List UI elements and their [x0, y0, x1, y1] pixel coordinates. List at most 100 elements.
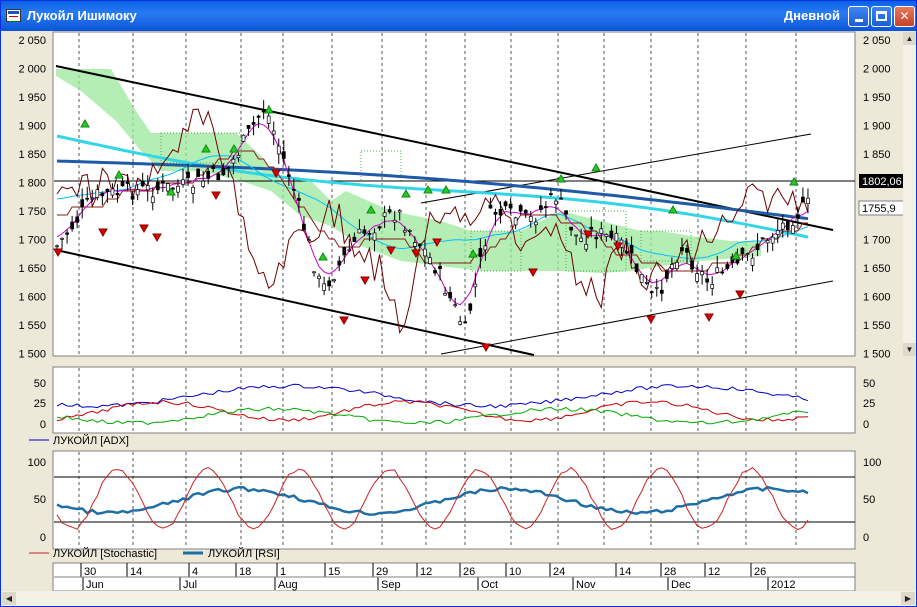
chart-area[interactable]: 2 050 2 000 1 950 1 900 1 850 1 800 1 750 1 700… — [1, 31, 916, 591]
candle-body — [423, 248, 427, 257]
scroll-left-icon[interactable]: ◀ — [2, 592, 16, 605]
day-label: 14 — [619, 566, 631, 578]
sell-arrow — [360, 276, 370, 286]
month-label: Jun — [86, 579, 104, 591]
candle-body — [246, 125, 251, 129]
month-label: Nov — [576, 579, 596, 591]
candle-body — [629, 245, 634, 254]
buy-arrow — [264, 104, 274, 114]
candle-body — [685, 247, 689, 253]
price-label-right: 1 500 — [863, 349, 891, 361]
sell-arrow — [53, 248, 63, 258]
trend-lower-line[interactable] — [55, 249, 535, 356]
scroll-down-icon[interactable]: ▼ — [903, 343, 916, 356]
price-label-right: 2 050 — [863, 35, 891, 47]
candle-body — [241, 134, 246, 142]
candle-body — [785, 221, 790, 230]
signal-arrows — [53, 104, 799, 353]
candle-body — [65, 232, 69, 235]
day-label: 26 — [463, 566, 475, 578]
candle-body — [599, 228, 604, 234]
price-label-left: 1 950 — [18, 92, 46, 104]
stochastic-legend[interactable]: ЛУКОЙЛ [Stochastic] — [53, 547, 157, 560]
candle-body — [801, 196, 805, 203]
horizontal-scrollbar[interactable]: ◀ ▶ — [1, 591, 916, 606]
candle-body — [468, 303, 473, 311]
candle-body — [604, 234, 609, 237]
senkou-line — [56, 155, 809, 259]
candle-body — [639, 274, 644, 283]
candle-body — [634, 263, 639, 273]
scroll-right-icon[interactable]: ▶ — [901, 592, 915, 605]
minimize-icon[interactable] — [848, 6, 869, 27]
candle-body — [75, 216, 80, 223]
adx-label-50: 50 — [34, 378, 46, 390]
candle-body — [221, 167, 226, 176]
candle-body — [508, 203, 513, 209]
candle-body — [725, 264, 730, 269]
candle-body — [120, 181, 125, 187]
sell-arrow — [432, 238, 442, 248]
buy-arrow — [789, 176, 799, 186]
candle-body — [745, 253, 750, 255]
support-line[interactable] — [440, 280, 834, 355]
candle-body — [110, 188, 115, 196]
candle-body — [659, 289, 664, 294]
buy-arrow — [731, 250, 741, 260]
candle-body — [518, 205, 523, 212]
day-label: 1 — [280, 566, 286, 578]
candle-body — [105, 188, 110, 193]
rsi-legend[interactable]: ЛУКОЙЛ [RSI] — [208, 547, 280, 560]
adx-di-minus-line — [56, 399, 809, 423]
ichimoku-cloud — [56, 69, 761, 273]
adx-label-0-right: 0 — [863, 419, 869, 431]
adx-legend[interactable]: ЛУКОЙЛ [ADX] — [53, 434, 129, 447]
candle-body — [382, 212, 387, 217]
buy-arrow — [668, 204, 678, 214]
candle-body — [488, 204, 493, 209]
candle-body — [402, 229, 407, 233]
candle-body — [624, 250, 629, 254]
candle-body — [60, 237, 64, 240]
candle-body — [806, 197, 810, 205]
close-icon[interactable]: ✕ — [894, 6, 915, 27]
candle-body — [286, 174, 291, 177]
adx-label-0: 0 — [40, 419, 46, 431]
candle-body — [750, 257, 755, 266]
candle-body — [90, 197, 95, 200]
scroll-up-icon[interactable]: ▲ — [903, 32, 916, 45]
app-chart-icon[interactable] — [6, 9, 21, 22]
price-label-left: 1 650 — [18, 263, 46, 275]
candle-body — [523, 209, 528, 214]
candle-body — [740, 247, 745, 254]
osc-label-50-right: 50 — [863, 494, 875, 506]
last-price-label: 1802,06 — [862, 176, 902, 188]
candle-body — [483, 245, 488, 251]
candle-body — [160, 181, 165, 184]
vertical-scrollbar[interactable]: ▲ ▼ — [903, 32, 916, 356]
candle-body — [337, 260, 342, 266]
buy-arrow — [401, 188, 411, 198]
marker-value-label: 1755,9 — [862, 203, 896, 215]
price-label-left: 1 700 — [18, 235, 46, 247]
day-label: 4 — [192, 566, 198, 578]
candle-body — [438, 266, 442, 270]
candle-body — [544, 206, 548, 208]
period-label: Дневной — [783, 8, 840, 23]
candle-body — [513, 217, 518, 226]
sell-arrow — [139, 224, 149, 234]
candle-body — [312, 271, 316, 274]
price-label-left: 1 850 — [18, 149, 46, 161]
title-bar[interactable]: Лукойл Ишимоку Дневной ✕ — [1, 1, 916, 31]
candle-body — [649, 291, 654, 293]
candle-body — [407, 229, 412, 232]
trend-upper-line[interactable] — [55, 65, 834, 231]
candle-body — [251, 122, 256, 125]
buy-arrow — [229, 143, 239, 153]
adx-di-plus-line — [56, 406, 809, 425]
candle-body — [332, 279, 337, 282]
candle-body — [186, 171, 190, 178]
maximize-icon[interactable] — [871, 6, 892, 27]
day-label: 12 — [708, 566, 720, 578]
ma-cyan-line — [56, 134, 809, 239]
